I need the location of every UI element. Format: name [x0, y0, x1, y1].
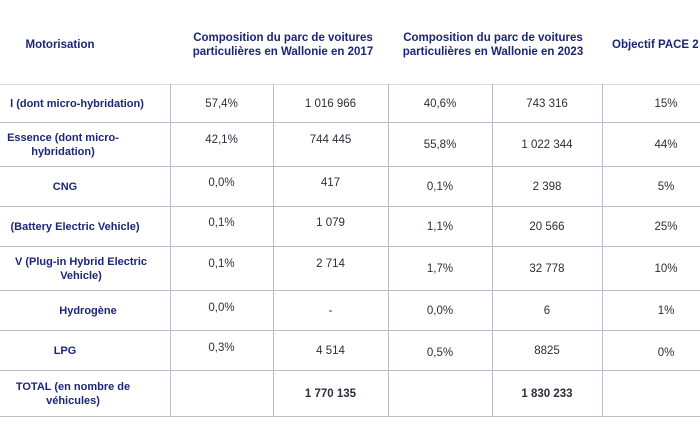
- count-2023: 32 778: [529, 262, 565, 275]
- share-2017: 57,4%: [205, 97, 238, 110]
- row-divider: [0, 206, 700, 207]
- count-2017: 4 514: [316, 344, 345, 357]
- row-divider: [0, 416, 700, 417]
- objective-value: 25%: [654, 220, 678, 233]
- count-2017: 2 714: [316, 258, 345, 270]
- row-divider: [0, 290, 700, 291]
- row-label: Essence (dont micro-hybridation): [7, 131, 119, 158]
- share-2023: 55,8%: [423, 138, 457, 151]
- row-label: Hydrogène: [59, 304, 117, 317]
- total-label: TOTAL (en nombre de véhicules): [15, 381, 131, 407]
- total-count-2017: 1 770 135: [304, 388, 357, 400]
- share-2017: 0,1%: [208, 258, 235, 270]
- row-label: LPG: [53, 344, 77, 357]
- count-2017: -: [328, 304, 333, 317]
- row-label: CNG: [52, 180, 78, 193]
- row-divider: [0, 370, 700, 371]
- row-divider: [0, 330, 700, 331]
- share-2017: 0,0%: [208, 177, 235, 189]
- header-motorisation: Motorisation: [25, 39, 95, 51]
- row-label: l (dont micro-hybridation): [10, 97, 144, 110]
- row-label: (Battery Electric Vehicle): [10, 220, 140, 233]
- count-2017: 1 016 966: [304, 97, 357, 110]
- count-2023: 6: [543, 304, 551, 317]
- header-composition-2023: Composition du parc de voitures particul…: [402, 32, 584, 58]
- count-2017: 417: [320, 177, 341, 189]
- column-divider: [273, 84, 274, 417]
- share-2017: 0,0%: [208, 302, 235, 314]
- count-2017: 744 445: [309, 134, 352, 146]
- share-2023: 0,0%: [426, 304, 454, 317]
- objective-value: 1%: [657, 304, 675, 317]
- count-2023: 8825: [534, 344, 560, 357]
- column-divider: [170, 84, 171, 417]
- count-2023: 20 566: [529, 220, 565, 233]
- total-count-2023: 1 830 233: [521, 388, 573, 400]
- share-2023: 0,1%: [426, 180, 454, 193]
- count-2023: 1 022 344: [521, 138, 573, 151]
- share-2023: 1,1%: [426, 220, 454, 233]
- objective-value: 0%: [657, 346, 675, 359]
- column-divider: [602, 84, 603, 417]
- row-divider: [0, 246, 700, 247]
- header-divider: [0, 84, 700, 85]
- share-2023: 0,5%: [426, 346, 454, 359]
- share-2023: 40,6%: [423, 97, 457, 110]
- count-2023: 743 316: [526, 97, 568, 110]
- objective-value: 10%: [654, 262, 678, 275]
- header-objective-pace: Objectif PACE 2: [612, 39, 699, 51]
- share-2017: 42,1%: [205, 134, 238, 146]
- row-divider: [0, 122, 700, 123]
- share-2023: 1,7%: [426, 262, 454, 275]
- objective-value: 5%: [657, 180, 675, 193]
- row-label: V (Plug-in Hybrid Electric Vehicle): [14, 255, 148, 282]
- count-2023: 2 398: [532, 180, 562, 193]
- column-divider: [492, 84, 493, 417]
- objective-value: 44%: [654, 138, 678, 151]
- row-divider: [0, 166, 700, 167]
- share-2017: 0,1%: [208, 217, 235, 229]
- share-2017: 0,3%: [208, 342, 235, 354]
- objective-value: 15%: [654, 97, 678, 110]
- column-divider: [388, 84, 389, 417]
- count-2017: 1 079: [316, 217, 345, 229]
- header-composition-2017: Composition du parc de voitures particul…: [192, 32, 374, 58]
